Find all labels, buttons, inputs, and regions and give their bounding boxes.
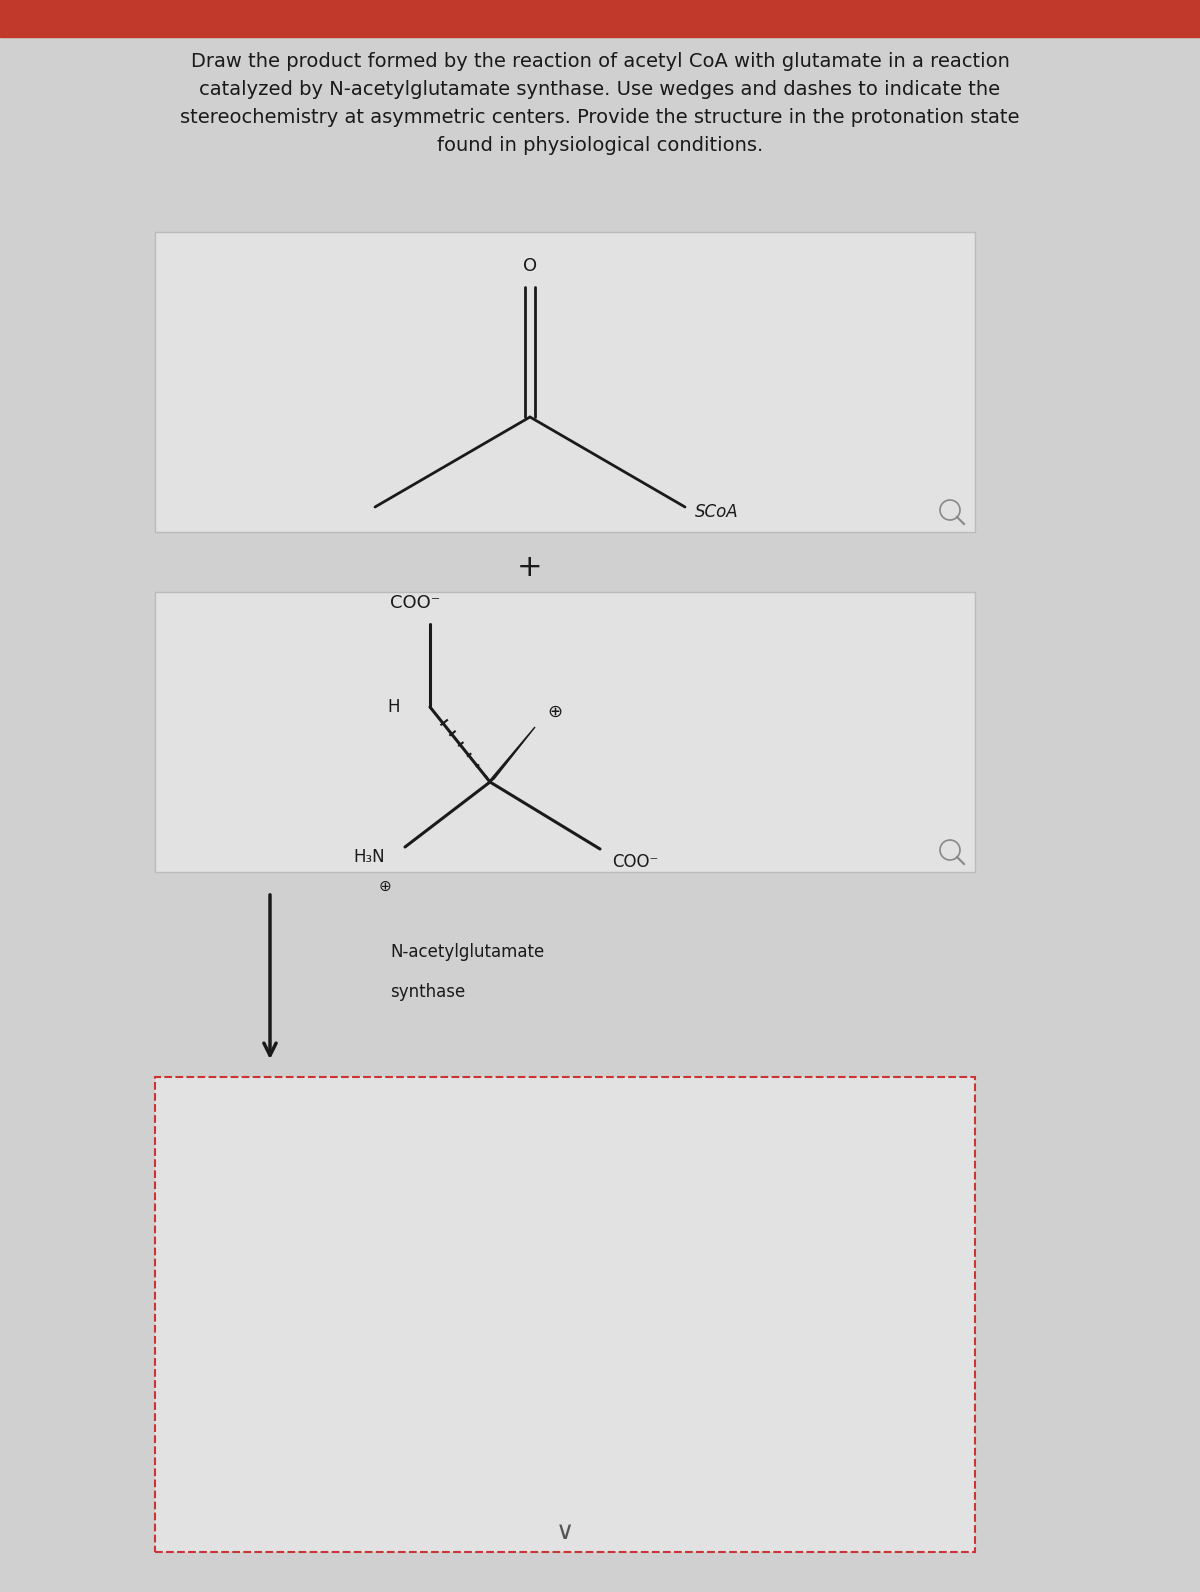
- Bar: [155, 592, 974, 872]
- Text: ⊕: ⊕: [379, 879, 391, 895]
- Text: H₃N: H₃N: [353, 849, 385, 866]
- Bar: [155, 1078, 974, 1552]
- Bar: [0, 0, 1200, 37]
- Text: COO⁻: COO⁻: [390, 594, 440, 611]
- Text: ⊕: ⊕: [547, 704, 563, 721]
- Text: Draw the product formed by the reaction of acetyl CoA with glutamate in a reacti: Draw the product formed by the reaction …: [180, 53, 1020, 154]
- Text: ∨: ∨: [556, 1520, 574, 1544]
- Text: synthase: synthase: [390, 982, 466, 1001]
- Text: SCoA: SCoA: [695, 503, 739, 521]
- Text: H: H: [388, 697, 400, 716]
- Text: N-acetylglutamate: N-acetylglutamate: [390, 942, 545, 962]
- Polygon shape: [486, 728, 535, 785]
- Bar: [155, 232, 974, 532]
- Text: O: O: [523, 256, 538, 275]
- Text: +: +: [517, 552, 542, 581]
- Text: COO⁻: COO⁻: [612, 853, 659, 871]
